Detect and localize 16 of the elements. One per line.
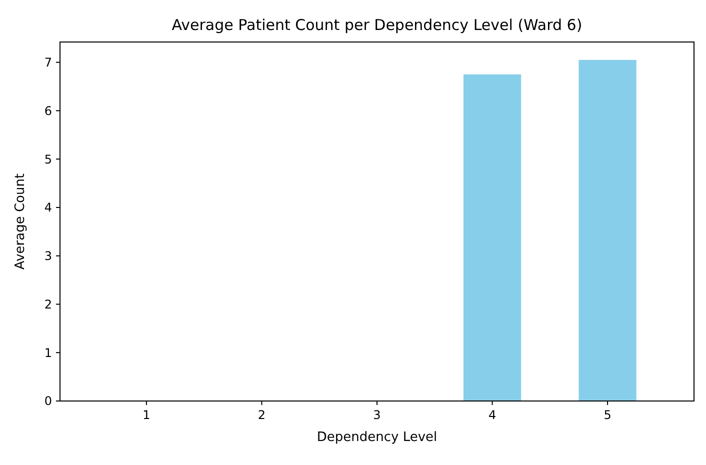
x-tick-label: 4 [488, 408, 496, 422]
y-tick-label: 5 [44, 152, 52, 166]
y-tick-label: 3 [44, 249, 52, 264]
x-tick-label: 2 [258, 408, 266, 422]
y-tick-label: 4 [44, 200, 52, 215]
chart-title: Average Patient Count per Dependency Level (Ward 6) [172, 16, 582, 34]
y-tick-label: 1 [44, 346, 52, 360]
y-axis-title: Average Count [13, 173, 28, 270]
x-tick-label: 1 [142, 408, 150, 422]
y-tick-label: 2 [44, 297, 52, 312]
x-tick-label: 3 [373, 408, 381, 422]
y-tick-label: 6 [44, 104, 52, 118]
x-axis-title: Dependency Level [316, 430, 438, 445]
y-tick-label: 0 [44, 394, 52, 408]
x-tick-label: 5 [604, 408, 612, 422]
y-tick-label: 7 [44, 56, 52, 70]
